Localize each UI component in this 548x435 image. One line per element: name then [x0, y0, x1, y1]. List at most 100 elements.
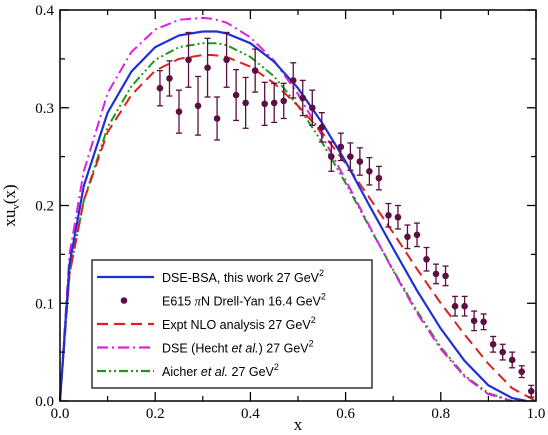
series-line-dse-hecht-et-al-27-gev [59, 16, 513, 402]
data-point-marker [499, 348, 506, 356]
legend-label: DSE-BSA, this work 27 GeV2 [162, 268, 324, 285]
data-point-marker [518, 368, 526, 375]
x-axis-title: x [294, 415, 303, 434]
data-point [166, 60, 173, 97]
legend-marker [120, 297, 128, 304]
y-tick-label: 0.2 [35, 199, 54, 215]
data-point [270, 82, 278, 124]
data-point [527, 384, 535, 398]
data-point [185, 31, 192, 88]
data-point-marker [385, 211, 392, 219]
data-point [461, 295, 468, 317]
data-point [480, 313, 487, 331]
data-point-marker [337, 143, 345, 151]
y-tick-label: 0.4 [35, 3, 54, 19]
data-point [308, 89, 316, 126]
data-point-marker [232, 91, 240, 99]
axes-layer: 0.0 0.2 0.4 0.6 0.8 1.0 0.0 0.1 0.2 0.3 0.4 x xuv(x) [0, 3, 545, 434]
data-point-marker [404, 233, 411, 241]
legend-label: DSE (Hecht et al.) 27 GeV2 [162, 339, 314, 356]
data-point-marker [194, 102, 202, 110]
data-point-marker [318, 124, 326, 131]
y-tick-label: 0.1 [35, 296, 54, 312]
legend-label: Expt NLO analysis 27 GeV2 [162, 315, 316, 332]
data-point [385, 202, 392, 228]
data-point-marker [470, 317, 478, 325]
data-point-marker [366, 167, 373, 175]
data-point-marker [375, 174, 383, 182]
data-point [489, 335, 497, 353]
data-point-marker [223, 56, 230, 64]
data-point [518, 365, 526, 379]
data-point [413, 222, 421, 248]
legend-entry: E615 πN Drell-Yan 16.4 GeV2 [120, 292, 326, 309]
legend-label: Aicher et al. 27 GeV2 [162, 362, 279, 379]
data-point-marker [251, 67, 259, 74]
data-point [232, 68, 240, 122]
x-tick-label: 0.6 [336, 406, 355, 422]
data-point-marker [270, 99, 278, 107]
series-line-dse-bsa-this-work-27-gev [58, 30, 527, 403]
data-point [356, 147, 364, 176]
data-point-marker [489, 341, 497, 348]
legend-entry: DSE-BSA, this work 27 GeV2 [97, 268, 324, 285]
data-point [299, 79, 307, 117]
data-point-marker [413, 231, 421, 239]
data-point-marker [204, 64, 211, 71]
data-point-marker [356, 158, 364, 165]
data-point-marker [242, 99, 249, 107]
data-point-marker [261, 100, 268, 108]
legend-layer: DSE-BSA, this work 27 GeV2 E615 πN Drell-… [91, 259, 373, 389]
data-point-marker [175, 108, 183, 115]
data-point [156, 69, 164, 107]
data-point-marker [280, 97, 288, 105]
legend-entry: Expt NLO analysis 27 GeV2 [97, 315, 316, 332]
series-line-aicher-et-al-27-gev [59, 42, 513, 402]
data-point [451, 295, 459, 317]
data-point-marker [508, 356, 516, 364]
legend-entry: DSE (Hecht et al.) 27 GeV2 [97, 339, 314, 356]
data-point [394, 204, 402, 230]
series-layer [58, 16, 537, 403]
y-tick-label: 0.3 [35, 101, 54, 117]
y-tick-label: 0.0 [35, 394, 54, 410]
data-point [499, 343, 506, 361]
data-point [213, 96, 221, 141]
x-tick-label: 0.0 [51, 406, 70, 422]
data-point-marker [328, 153, 335, 160]
data-point [375, 165, 383, 191]
data-point [347, 142, 354, 171]
data-point-marker [185, 56, 192, 64]
data-point-marker [166, 75, 173, 82]
data-point-marker [213, 115, 221, 122]
legend-entry: Aicher et al. 27 GeV2 [97, 362, 279, 379]
data-point-marker [461, 302, 468, 310]
data-point [423, 246, 430, 272]
data-point-marker [394, 213, 402, 221]
data-point-marker [442, 272, 449, 280]
data-point [432, 263, 440, 285]
data-point [328, 141, 335, 172]
data-point-marker [347, 153, 354, 160]
data-point-marker [451, 302, 459, 310]
data-point [261, 81, 268, 126]
x-tick-label: 0.4 [241, 406, 260, 422]
data-point [318, 111, 326, 143]
data-point-marker [527, 387, 535, 395]
x-tick-label: 1.0 [527, 406, 546, 422]
y-axis-title: xuv(x) [0, 184, 22, 226]
x-tick-label: 0.8 [431, 406, 450, 422]
data-point-marker [423, 255, 430, 263]
data-point [404, 224, 411, 250]
data-point-marker [432, 270, 440, 278]
x-tick-label: 0.2 [146, 406, 165, 422]
data-point-marker [480, 318, 487, 326]
data-point [470, 310, 478, 332]
data-point-marker [156, 84, 164, 92]
data-point [223, 31, 230, 88]
data-point [280, 82, 288, 120]
data-point [337, 132, 345, 162]
data-point [175, 89, 183, 134]
data-point [508, 351, 516, 369]
